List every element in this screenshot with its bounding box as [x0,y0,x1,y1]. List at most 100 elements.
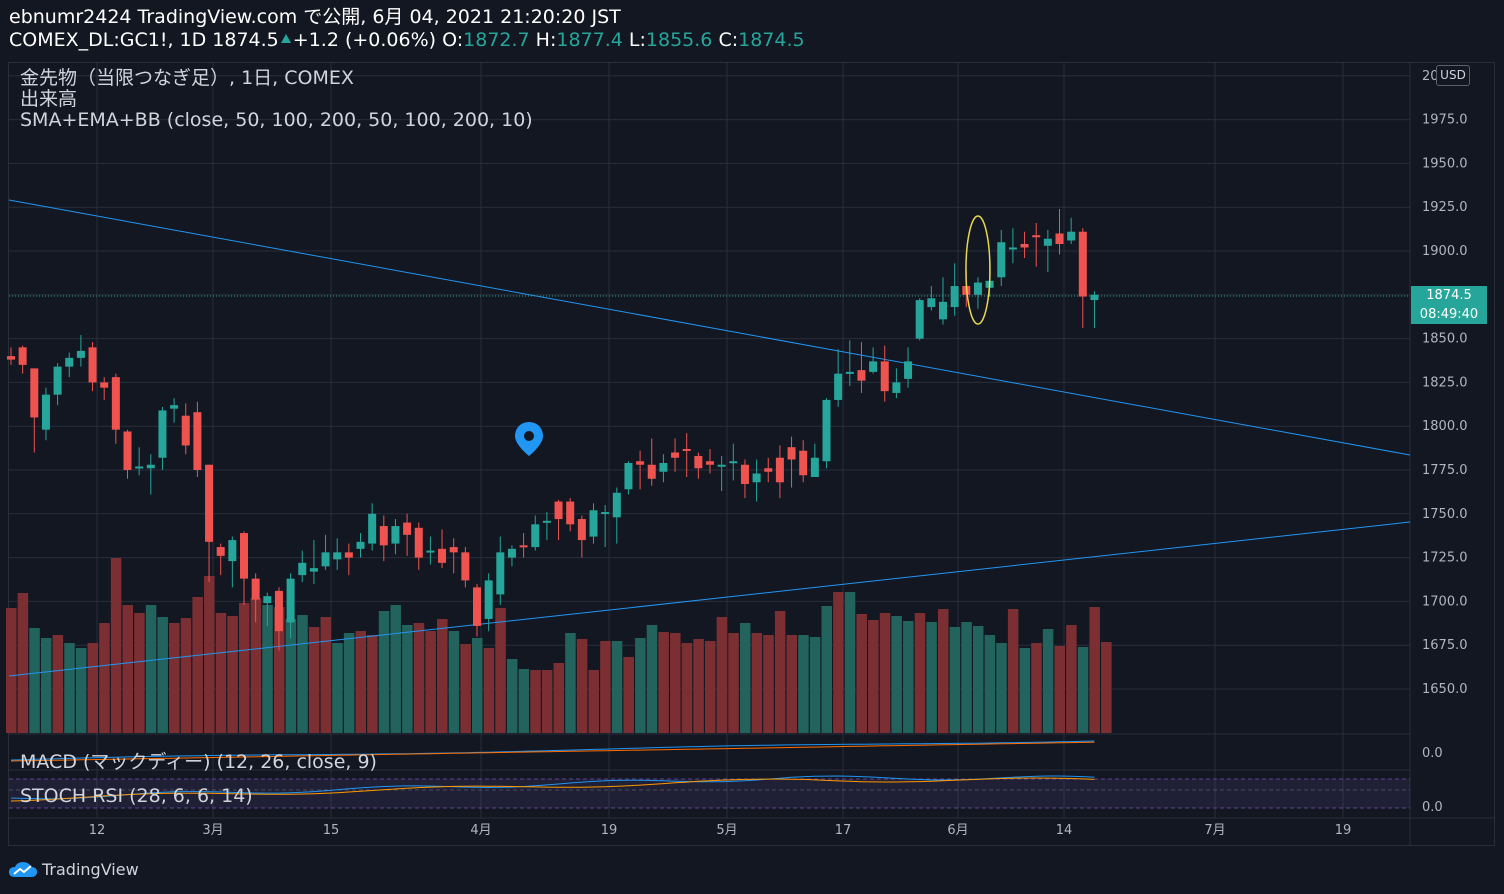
candle-body [205,464,214,542]
cloud-logo-icon [9,861,37,877]
candle-body [1032,235,1041,238]
volume-bar [1042,629,1054,733]
chart-frame[interactable] [8,62,1495,846]
candle-body [333,552,342,560]
volume-bar [844,592,856,733]
volume-bar [308,627,320,733]
macd-legend[interactable]: MACD (マックディー) (12, 26, close, 9) [20,751,377,773]
y-tick-label: 1775.0 [1422,463,1468,478]
candle-body [274,590,283,632]
volume-bar [611,641,623,733]
stoch-k-line [10,775,1095,800]
candle-body [123,431,132,470]
x-tick-label: 3月 [202,823,223,838]
volume-bar [204,576,215,733]
volume-bar [518,669,530,733]
candle-body [18,347,27,365]
highlight-ellipse [965,215,991,325]
volume-bar [332,643,343,733]
volume-bar [926,622,937,733]
candle-body [309,568,318,572]
y-tick-label: 1750.0 [1422,507,1468,522]
volume-bar [320,617,332,733]
candle-body [740,464,749,485]
macd-tick-label: 0.0 [1422,746,1443,761]
candle-body [158,410,167,458]
volume-bar [1007,609,1019,733]
volume-bar [6,608,17,733]
y-tick-label: 20 [1422,69,1439,84]
volume-bar [448,631,460,733]
candle-body [729,461,738,464]
candle-body [531,524,540,548]
candle-body [473,587,481,626]
change-value: +1.2 (+0.06%) [292,29,437,51]
volume-bar [541,670,553,733]
x-tick-label: 12 [89,823,106,838]
stoch-rsi-legend[interactable]: STOCH RSI (28, 6, 6, 14) [20,785,253,807]
currency-badge[interactable]: USD [1436,65,1470,86]
logo-text: TradingView [42,860,139,879]
legend-title[interactable]: 金先物（当限つなぎ足）, 1日, COMEX [20,67,354,89]
candle-body [181,415,190,446]
volume-bars [6,558,1112,733]
candle-body [799,450,808,476]
candle-body [1043,238,1052,246]
candle-body [1078,231,1087,297]
volume-bar [262,605,273,733]
x-tick-label: 7月 [1204,823,1225,838]
candle-body [100,382,109,388]
candle-body [554,501,563,520]
candle-body [810,457,819,478]
x-tick-label: 4月 [470,823,491,838]
volume-bar [227,616,238,733]
volume-bar [169,623,180,733]
volume-bar [903,621,914,733]
candle-body [356,541,365,549]
candle-body [519,545,528,548]
price-axis: 20 1975.0 1950.0 1925.0 1900.0 1850.0 1825.0 18… [89,69,1468,838]
candle-body [822,399,831,462]
last-price-label: 1874.5 08:49:40 [1411,286,1487,324]
candle-body [438,548,447,563]
volume-bar [192,597,203,733]
candle-body [368,513,377,544]
candle-body [496,552,505,595]
volume-bar [658,632,669,733]
volume-bar [1077,647,1089,733]
stoch-d-line [10,777,1095,802]
volume-bar [402,625,413,733]
candle-body [240,533,248,579]
legend-indicator[interactable]: SMA+EMA+BB (close, 50, 100, 200, 50, 100… [20,109,533,131]
candle-body [403,522,412,535]
volume-bar [786,635,798,733]
candle-body [426,550,435,553]
candle-body [263,596,272,604]
candle-body [682,448,691,451]
x-tick-label: 19 [1335,823,1352,838]
volume-bar [355,631,366,733]
legend-volume[interactable]: 出来高 [20,88,78,110]
open-value: 1872.7 [463,29,530,51]
last-price-value: 1874.5 [1426,288,1472,303]
candle-body [65,357,74,367]
stoch-tick-label: 0.0 [1422,800,1443,815]
candle-body [1008,247,1017,250]
tradingview-logo[interactable]: TradingView [8,860,139,879]
candle-body [461,552,470,581]
candle-body [286,578,295,623]
publish-header: ebnumr2424 TradingView.com で公開, 6月 04, 2… [9,6,805,52]
candle-body [950,286,959,308]
volume-bar [879,613,891,733]
candle-body [111,377,120,430]
x-tick-label: 14 [1056,823,1073,838]
volume-bar [145,605,157,733]
volume-bar [914,613,926,733]
volume-bar [1066,625,1077,733]
candle-body [344,552,353,558]
volume-bar [134,613,145,733]
candle-body [146,464,155,469]
volume-bar [751,633,763,733]
volume-bar [483,648,495,733]
